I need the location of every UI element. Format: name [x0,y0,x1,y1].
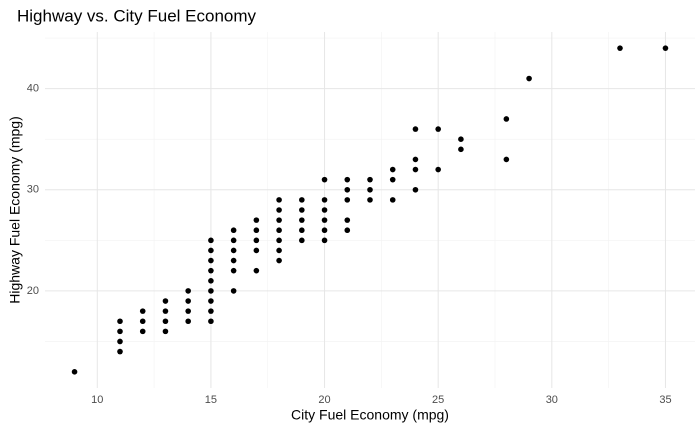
point [321,197,328,203]
point [117,338,123,345]
x-axis-label: City Fuel Economy (mpg) [291,407,449,423]
point [139,308,146,314]
point [162,308,169,314]
point [185,298,191,304]
point [367,176,373,183]
point [276,257,282,264]
point [299,197,305,203]
point [208,257,214,264]
y-tick-label: 40 [27,83,39,95]
point [367,197,373,203]
x-tick-label: 15 [205,394,217,406]
point [253,217,260,223]
point [230,247,237,254]
point [276,227,282,234]
point [299,237,305,244]
point [344,176,351,183]
point [185,288,191,294]
point [253,237,260,244]
x-tick-label: 25 [432,394,444,406]
point [162,318,169,325]
point [526,75,532,82]
point [230,257,237,264]
x-tick-label: 10 [91,394,103,406]
point [208,237,214,244]
point [162,298,169,304]
point [208,247,214,254]
point [617,45,623,51]
point [458,146,464,153]
point [276,197,282,203]
point [208,288,214,294]
point [367,186,373,193]
point [412,126,419,132]
y-axis-label: Highway Fuel Economy (mpg) [7,116,23,304]
point [276,217,282,223]
point [162,328,169,335]
point [71,369,78,375]
point [389,197,396,203]
point [344,217,351,223]
point [321,227,328,234]
point [412,166,419,173]
y-tick-label: 30 [27,184,39,196]
x-tick-label: 30 [546,394,558,406]
point [503,156,510,163]
point [503,116,510,122]
point [230,267,237,274]
point [435,166,441,173]
point [344,186,351,193]
point [389,176,396,183]
point [412,156,419,163]
point [185,318,191,325]
point [276,237,282,244]
x-tick-label: 20 [318,394,330,406]
point [321,217,328,223]
point [435,126,441,132]
point [208,277,214,284]
point [299,217,305,223]
point [230,288,237,294]
point [139,328,146,335]
chart-title: Highway vs. City Fuel Economy [17,6,257,25]
point [299,207,305,213]
point [208,267,214,274]
y-tick-label: 20 [27,285,39,297]
point [321,176,328,183]
point [117,348,123,355]
point [276,207,282,213]
point [662,45,669,51]
point [230,227,237,234]
point [208,318,214,325]
point [253,227,260,234]
point [230,237,237,244]
point [412,186,419,193]
point [117,328,123,335]
point [253,247,260,254]
point [208,298,214,304]
point [276,247,282,254]
point [344,197,351,203]
point [321,237,328,244]
point [389,166,396,173]
point [458,136,464,143]
point [208,308,214,314]
point [185,308,191,314]
point [344,227,351,234]
x-tick-label: 35 [659,394,671,406]
point [299,227,305,234]
point [253,267,260,274]
point [117,318,123,325]
point [139,318,146,325]
grid [45,32,695,388]
points [71,45,669,375]
point [321,207,328,213]
